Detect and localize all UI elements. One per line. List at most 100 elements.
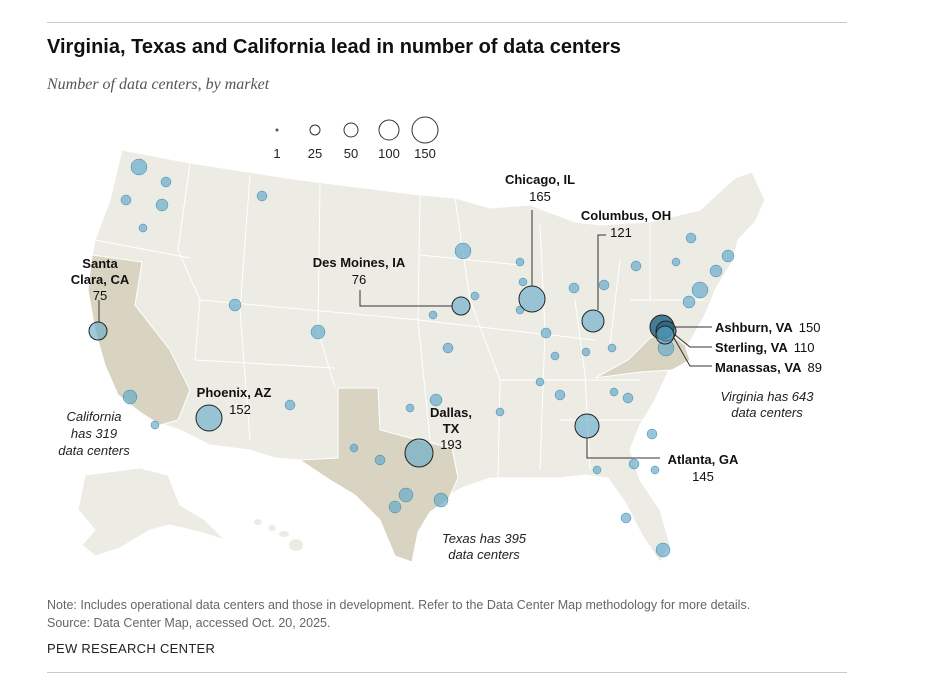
small-market-bubbles — [120, 158, 735, 558]
small-market-bubble — [655, 542, 671, 558]
label-dallas-line1: Dallas, — [430, 405, 472, 420]
small-market-bubble — [609, 387, 619, 397]
legend-circle-1 — [275, 128, 279, 132]
label-manassas-name: Manassas, VA — [715, 360, 802, 375]
bubble-manassas — [655, 325, 675, 345]
small-market-bubble — [284, 399, 296, 411]
small-market-bubble — [682, 295, 696, 309]
label-sterling-value: 110 — [794, 340, 815, 355]
legend-label-1: 1 — [273, 146, 280, 161]
label-columbus-value: 121 — [610, 225, 632, 240]
small-market-bubble — [709, 264, 723, 278]
small-market-bubble — [630, 260, 642, 272]
small-market-bubble — [130, 158, 148, 176]
legend-circle-150 — [411, 116, 439, 144]
bubble-phoenix — [195, 404, 223, 432]
bubble-dallas — [404, 438, 434, 468]
label-phoenix: Phoenix, AZ — [197, 385, 272, 400]
small-market-bubble — [256, 190, 268, 202]
note-virginia-l2: data centers — [731, 405, 803, 420]
legend-label-100: 100 — [378, 146, 400, 161]
small-market-bubble — [442, 342, 454, 354]
label-sterling: Sterling, VA 110 — [715, 340, 814, 355]
small-market-bubble — [454, 242, 472, 260]
small-market-bubble — [228, 298, 242, 312]
small-market-bubble — [388, 500, 402, 514]
label-ashburn-name: Ashburn, VA — [715, 320, 793, 335]
bubble-chicago — [518, 285, 546, 313]
labeled-market-bubbles — [88, 285, 677, 468]
chart-subtitle: Number of data centers, by market — [47, 76, 270, 93]
small-market-bubble — [470, 291, 480, 301]
small-market-bubble — [646, 428, 658, 440]
legend-label-50: 50 — [344, 146, 358, 161]
small-market-bubble — [349, 443, 359, 453]
small-market-bubble — [374, 454, 386, 466]
small-market-bubble — [620, 512, 632, 524]
small-market-bubble — [628, 458, 640, 470]
footnote-source: Source: Data Center Map, accessed Oct. 2… — [47, 616, 331, 630]
small-market-bubble — [685, 232, 697, 244]
label-atlanta: Atlanta, GA — [668, 452, 739, 467]
bubble-santa-clara — [88, 321, 108, 341]
small-market-bubble — [433, 492, 449, 508]
bubble-atlanta — [574, 413, 600, 439]
bottom-rule — [47, 672, 847, 673]
label-santa-clara-value: 75 — [93, 288, 107, 303]
small-market-bubble — [622, 392, 634, 404]
legend-circle-100 — [378, 119, 400, 141]
top-rule — [47, 22, 847, 23]
legend-label-150: 150 — [414, 146, 436, 161]
legend-label-25: 25 — [308, 146, 322, 161]
small-market-bubble — [310, 324, 326, 340]
small-market-bubble — [405, 403, 415, 413]
footnote-note: Note: Includes operational data centers … — [47, 598, 751, 612]
note-texas-l2: data centers — [448, 547, 520, 562]
small-market-bubble — [429, 393, 443, 407]
label-atlanta-value: 145 — [692, 469, 714, 484]
small-market-bubble — [535, 377, 545, 387]
small-market-bubble — [598, 279, 610, 291]
small-market-bubble — [398, 487, 414, 503]
label-chicago-value: 165 — [529, 189, 551, 204]
small-market-bubble — [592, 465, 602, 475]
label-manassas-value: 89 — [807, 360, 821, 375]
small-market-bubble — [671, 257, 681, 267]
small-market-bubble — [607, 343, 617, 353]
small-market-bubble — [540, 327, 552, 339]
label-santa-clara-line1: Santa — [82, 256, 118, 271]
label-dallas-line2: TX — [443, 421, 460, 436]
footnote: Note: Includes operational data centers … — [47, 596, 750, 632]
label-dallas-value: 193 — [440, 437, 462, 452]
small-market-bubble — [554, 389, 566, 401]
note-california-l1: California — [67, 409, 122, 424]
note-texas-l1: Texas has 395 — [442, 531, 527, 546]
size-legend: 1 25 50 100 150 — [273, 116, 439, 161]
small-market-bubble — [122, 389, 138, 405]
label-santa-clara-line2: Clara, CA — [71, 272, 130, 287]
small-market-bubble — [650, 465, 660, 475]
small-market-bubble — [550, 351, 560, 361]
small-market-bubble — [150, 420, 160, 430]
small-market-bubble — [155, 198, 169, 212]
small-market-bubble — [691, 281, 709, 299]
note-california-l2: has 319 — [71, 426, 117, 441]
us-landmass — [87, 149, 766, 563]
note-virginia-l1: Virginia has 643 — [721, 389, 815, 404]
chart-title: Virginia, Texas and California lead in n… — [47, 36, 621, 58]
label-des-moines-value: 76 — [352, 272, 366, 287]
label-des-moines: Des Moines, IA — [313, 255, 406, 270]
label-columbus: Columbus, OH — [581, 208, 671, 223]
small-market-bubble — [428, 310, 438, 320]
hawaii-shape — [254, 519, 303, 551]
label-phoenix-value: 152 — [229, 402, 251, 417]
label-ashburn-value: 150 — [799, 320, 821, 335]
texas-highlight — [298, 387, 459, 563]
note-california-l3: data centers — [58, 443, 130, 458]
small-market-bubble — [721, 249, 735, 263]
label-ashburn: Ashburn, VA 150 — [715, 320, 820, 335]
legend-circle-50 — [343, 122, 359, 138]
alaska-shape — [77, 467, 226, 557]
small-market-bubble — [138, 223, 148, 233]
